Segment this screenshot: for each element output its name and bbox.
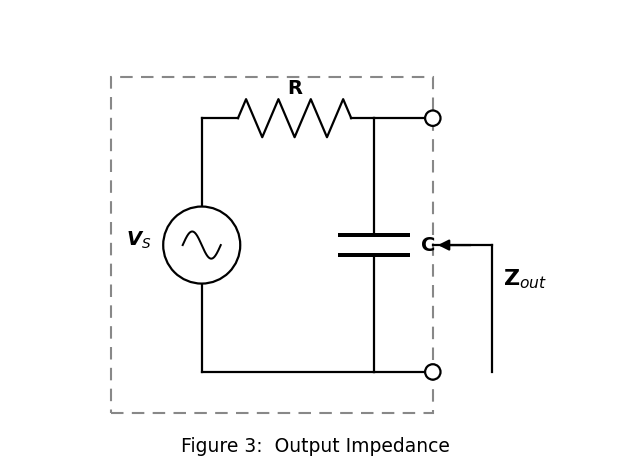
Text: Figure 3:  Output Impedance: Figure 3: Output Impedance [181,437,449,456]
Text: Z$_{out}$: Z$_{out}$ [503,267,547,291]
Circle shape [425,364,440,379]
Circle shape [163,207,240,284]
Circle shape [425,110,440,126]
Text: V$_S$: V$_S$ [125,230,151,251]
Text: C: C [421,236,435,254]
Text: R: R [287,79,302,98]
